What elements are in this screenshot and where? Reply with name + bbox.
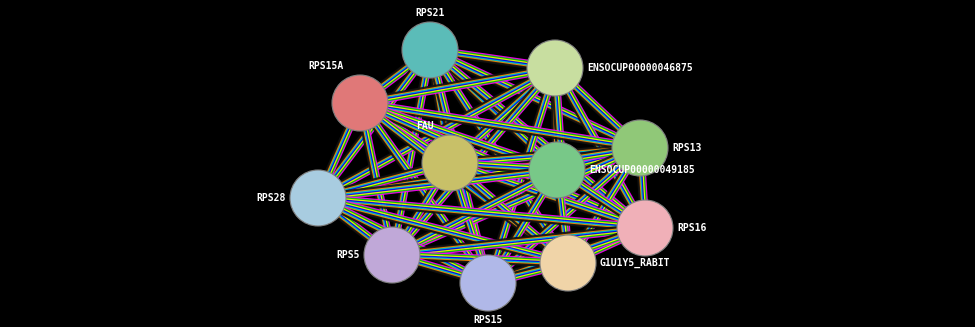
Text: RPS16: RPS16 xyxy=(677,223,706,233)
Circle shape xyxy=(364,227,420,283)
Circle shape xyxy=(402,22,458,78)
Circle shape xyxy=(460,255,516,311)
Text: RPS15: RPS15 xyxy=(473,315,503,325)
Text: ENSOCUP00000049185: ENSOCUP00000049185 xyxy=(589,165,695,175)
Text: RPS28: RPS28 xyxy=(256,193,286,203)
Circle shape xyxy=(527,40,583,96)
Circle shape xyxy=(422,135,478,191)
Circle shape xyxy=(290,170,346,226)
Circle shape xyxy=(617,200,673,256)
Circle shape xyxy=(332,75,388,131)
Circle shape xyxy=(540,235,596,291)
Text: RPS13: RPS13 xyxy=(672,143,701,153)
Text: G1U1Y5_RABIT: G1U1Y5_RABIT xyxy=(600,258,671,268)
Text: RPS21: RPS21 xyxy=(415,8,445,18)
Text: RPS5: RPS5 xyxy=(336,250,360,260)
Circle shape xyxy=(612,120,668,176)
Text: RPS15A: RPS15A xyxy=(309,61,344,71)
Circle shape xyxy=(529,142,585,198)
Text: ENSOCUP00000046875: ENSOCUP00000046875 xyxy=(587,63,693,73)
Text: FAU: FAU xyxy=(416,121,434,131)
